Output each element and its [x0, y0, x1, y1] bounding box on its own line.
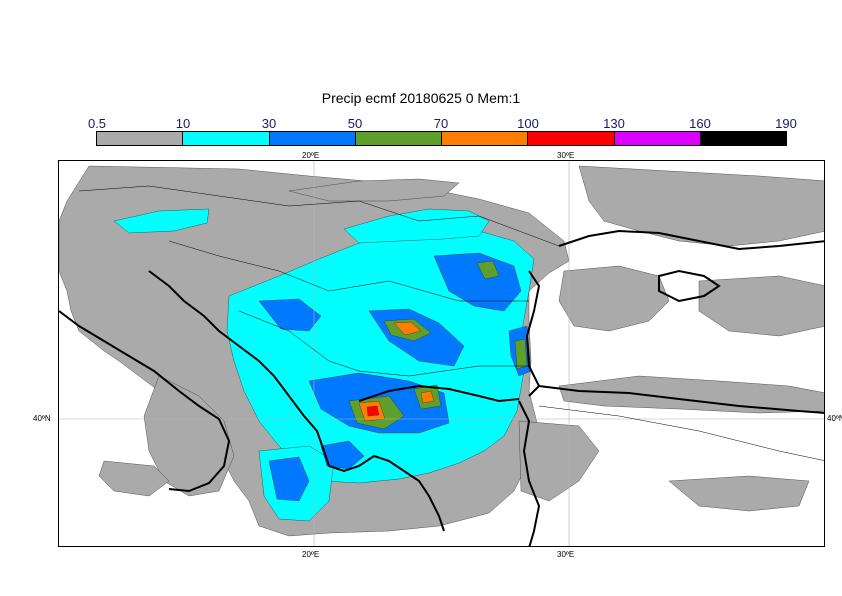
precip-field-sicily — [98, 460, 170, 497]
colorbar — [96, 131, 787, 146]
precip-field-anatolia-west — [518, 420, 600, 502]
coastlines — [59, 229, 824, 546]
coastline-turkey-north — [538, 385, 824, 414]
graticule — [59, 161, 824, 546]
colorbar-label: 50 — [347, 116, 363, 131]
colorbar-segment-50-70 — [355, 132, 442, 145]
precip-field-north-slovakia — [288, 178, 460, 202]
coastline-turkey-west — [518, 400, 541, 546]
colorbar-segment-70-100 — [442, 132, 529, 145]
precip-field-cyan-romania — [343, 208, 490, 244]
colorbar-segment-0-10 — [97, 132, 184, 145]
precip-field-orange-thrace — [420, 390, 435, 404]
colorbar-label: 160 — [689, 116, 711, 131]
lon-label-top-30: 30ºE — [557, 151, 575, 160]
precip-field-anatolia-north — [558, 375, 824, 414]
colorbar-label: 130 — [603, 116, 625, 131]
precip-field-cyan-slovakia — [113, 208, 210, 234]
coastline-greece — [323, 450, 445, 532]
precip-field-black-sea-center — [558, 265, 670, 332]
colorbar-segment-10-30 — [183, 132, 270, 145]
lon-label-bottom-30: 30ºE — [557, 550, 575, 559]
map-svg — [59, 161, 824, 546]
coastline-italy — [59, 310, 231, 493]
coastline-black-sea-north — [558, 229, 824, 251]
precip-field-black-sea-ne — [578, 165, 824, 247]
border-line — [168, 240, 529, 302]
colorbar-segment-130-160 — [614, 132, 701, 145]
precip-field-anatolia-east — [668, 475, 810, 512]
colorbar-segment-100-130 — [528, 132, 615, 145]
border-line — [78, 185, 560, 247]
chart-title: Precip ecmf 20180625 0 Mem:1 — [321, 90, 521, 106]
precip-field-green-coast — [514, 338, 528, 370]
lon-label-top-20: 20ºE — [302, 151, 320, 160]
lat-label-left-40: 40ºN — [33, 414, 51, 423]
coastline-aegean-north — [358, 384, 520, 403]
precip-field-orange-bulgaria — [393, 321, 422, 336]
precip-field-blue-thessaly — [320, 440, 365, 470]
precip-field-italy-south — [143, 375, 235, 497]
coastline-adriatic-east — [148, 270, 325, 452]
coastline-crimea — [658, 269, 721, 303]
colorbar-label: 30 — [261, 116, 277, 131]
colorbar-label: 100 — [517, 116, 539, 131]
colorbar-segment-30-50 — [269, 132, 356, 145]
precip-field-blue-greece-south — [268, 456, 310, 502]
colorbar-label: 10 — [175, 116, 191, 131]
colorbar-label: 190 — [775, 116, 797, 131]
precip-field-green-romania — [476, 260, 500, 280]
borders — [78, 185, 824, 461]
map-panel — [58, 160, 825, 547]
colorbar-label: 70 — [433, 116, 449, 131]
lat-label-right-40: 40ºN — [827, 414, 842, 423]
colorbar-label: 0.5 — [87, 116, 107, 131]
colorbar-segment-160-190 — [700, 132, 786, 145]
border-line — [538, 405, 824, 461]
precip-field-black-sea-east — [698, 275, 824, 337]
border-line — [238, 310, 529, 377]
precip-field-red-greece — [366, 405, 380, 417]
precip-red-fields — [366, 405, 380, 417]
lon-label-bottom-20: 20ºE — [302, 550, 320, 559]
precip-field-blue-serbia — [258, 298, 322, 332]
